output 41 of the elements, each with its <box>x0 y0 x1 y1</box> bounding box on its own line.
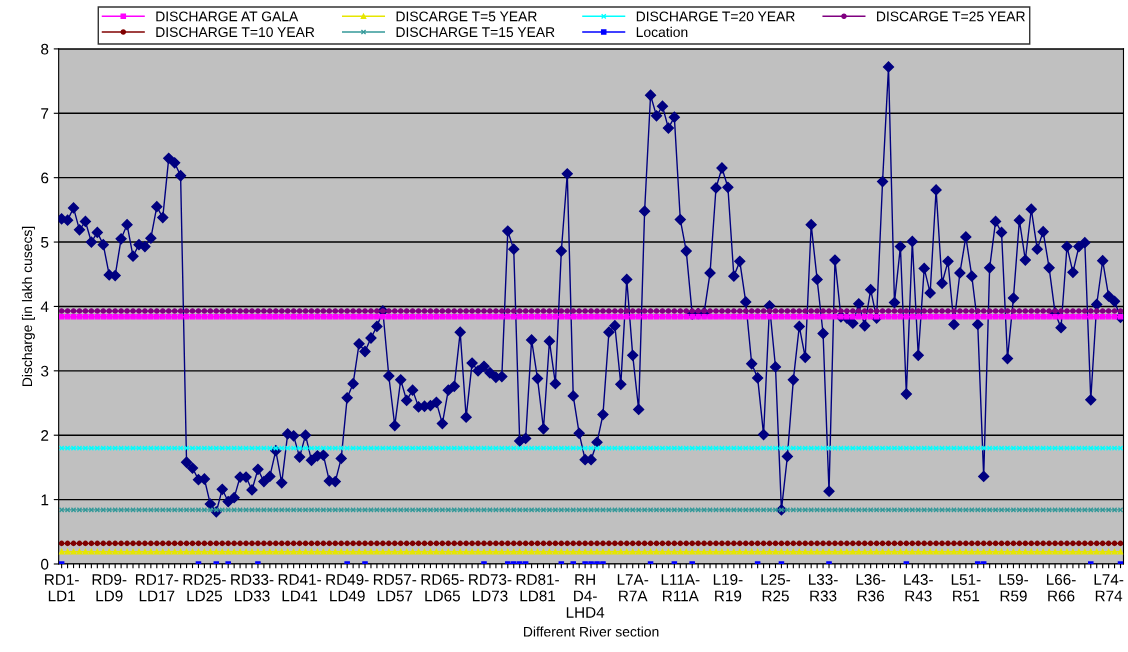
x-tick-label: RD49- LD49 <box>326 574 369 602</box>
legend-label: DISCARGE T=25 YEAR <box>877 11 1025 22</box>
y-tick-label: 5 <box>41 237 49 248</box>
y-tick-label: 7 <box>41 108 49 119</box>
x-tick-label: RD17- LD17 <box>135 574 179 602</box>
x-tick-label: L19- R19 <box>713 574 743 602</box>
legend-label: DISCARGE T=5 YEAR <box>396 11 537 22</box>
x-tick-label: L25- R25 <box>761 574 791 602</box>
y-tick-label: 4 <box>40 301 49 312</box>
x-tick-label: RD81- LD81 <box>516 574 559 602</box>
x-tick-label: RD33- LD33 <box>231 574 274 602</box>
x-tick-label: RD9- LD9 <box>92 574 127 602</box>
y-tick-label: 0 <box>41 558 49 570</box>
x-tick-label: RD57- LD57 <box>373 574 417 602</box>
x-tick-label: L59- R59 <box>999 574 1029 602</box>
x-tick-label: RD65- LD65 <box>421 574 464 602</box>
x-tick-label: L43- R43 <box>904 574 933 602</box>
y-tick-label: 3 <box>41 365 49 377</box>
y-axis-title: Discharge [in lakh cusecs] <box>21 226 35 386</box>
x-tick-label: L51- R51 <box>951 574 981 602</box>
legend-label: DISCHARGE T=10 YEAR <box>156 27 315 38</box>
x-tick-label: RD41- LD41 <box>278 574 321 602</box>
x-tick-label: L66- R66 <box>1046 574 1076 602</box>
x-axis-title: Different River section <box>524 626 659 637</box>
legend-label: DISCHARGE T=15 YEAR <box>396 27 555 38</box>
legend-label: Location <box>636 26 688 38</box>
y-tick-label: 1 <box>41 494 49 506</box>
x-tick-label: L33- R33 <box>809 574 838 602</box>
legend-label: DISCHARGE AT GALA <box>156 11 299 22</box>
x-tick-label: RH D4- LHD4 <box>566 574 605 618</box>
x-tick-label: L7A- R7A <box>617 574 649 602</box>
x-tick-label: L36- R36 <box>856 574 886 602</box>
x-tick-label: L74- R74 <box>1094 574 1124 602</box>
legend-label: DISCHARGE T=20 YEAR <box>636 11 795 22</box>
y-tick-label: 2 <box>41 430 49 441</box>
y-tick-label: 6 <box>41 172 49 184</box>
x-tick-label: RD73- LD73 <box>469 574 512 602</box>
x-tick-label: RD1- LD1 <box>45 574 79 602</box>
x-tick-label: RD25- LD25 <box>183 574 226 602</box>
y-tick-label: 8 <box>41 43 49 55</box>
x-tick-label: L11A- R11A <box>661 574 700 602</box>
